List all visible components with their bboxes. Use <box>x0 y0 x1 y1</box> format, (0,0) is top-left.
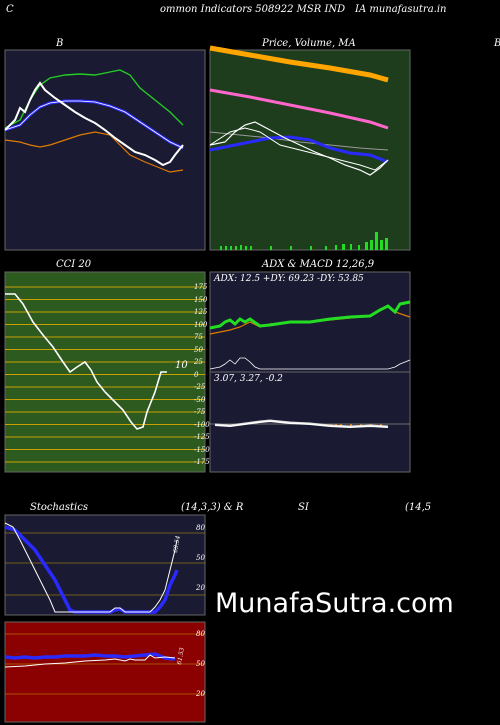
header-right: IA munafasutra.in <box>355 4 447 15</box>
cci-tick-label: 0 <box>194 370 199 379</box>
header-title: ommon Indicators 508922 MSR IND <box>160 4 346 15</box>
cci-panel <box>4 271 206 473</box>
macd-panel <box>209 371 411 473</box>
price-ma-white <box>209 127 389 171</box>
cci-tick-label: -150 <box>194 445 210 454</box>
cci-grid <box>5 286 205 463</box>
bollinger-panel <box>4 49 206 251</box>
macd-line <box>214 419 389 427</box>
price-title: Price, Volume, MA <box>262 38 356 49</box>
cci-tick-label: -75 <box>194 408 206 416</box>
adx-panel <box>209 271 411 373</box>
cci-tick-label: 50 <box>194 345 203 354</box>
adx-white-line <box>209 357 411 370</box>
price-ma-pink <box>209 88 389 130</box>
rsi-white-line <box>4 654 176 668</box>
stoch-tick-50: 50 <box>196 554 205 562</box>
rsi-tick-50: 50 <box>196 660 205 668</box>
price-ma-orange <box>209 45 389 83</box>
bb-title: B <box>56 38 64 49</box>
stoch-tick-20: 20 <box>196 584 205 592</box>
price-panel <box>209 45 411 251</box>
cci-tick-label: -25 <box>194 383 206 391</box>
bb-price-line <box>4 81 184 167</box>
cci-tick-label: -100 <box>194 420 210 429</box>
cci-tick-label: 75 <box>194 333 203 341</box>
bb-mid-band-2 <box>4 100 184 149</box>
price-ma-blue <box>209 135 389 164</box>
rsi-title: SI <box>298 502 309 513</box>
adx-plus-di-line <box>209 300 411 330</box>
rsi-tick-80: 80 <box>196 630 205 638</box>
cci-tick-label: -125 <box>194 433 210 441</box>
stoch-title: Stochastics <box>30 502 88 513</box>
stoch-params: (14,3,3) & R <box>181 502 244 513</box>
stoch-tick-80: 80 <box>196 524 205 532</box>
stoch-d-line <box>4 522 178 613</box>
cci-tick-label: 125 <box>194 308 208 316</box>
cci-tick-label: 100 <box>194 320 208 329</box>
macd-reading: 3.07, 3.27, -0.2 <box>214 374 283 384</box>
rsi-tick-20: 20 <box>196 690 205 698</box>
bb-lower-band <box>4 131 184 173</box>
cci-tick-label: 175 <box>194 283 208 291</box>
macd-signal-line <box>214 419 389 429</box>
watermark: MunafaSutra.com <box>215 588 454 619</box>
cci-tick-label: -50 <box>194 395 206 404</box>
rsi-blue-line <box>4 652 176 661</box>
price-ma-gray <box>209 131 389 151</box>
volume-bars <box>220 232 388 250</box>
bb-right-label: B <box>494 38 500 49</box>
cci-tick-label: 25 <box>194 358 203 366</box>
rsi-panel <box>4 621 206 723</box>
cci-tick-label: -175 <box>194 458 210 466</box>
cci-title: CCI 20 <box>56 259 92 270</box>
rsi-params: (14,5 <box>405 502 432 513</box>
stoch-panel <box>4 514 206 616</box>
header-left: C <box>6 4 14 15</box>
cci-tick-label: 150 <box>194 295 208 304</box>
cci-line <box>5 293 167 430</box>
price-close-line <box>209 121 389 176</box>
adx-reading: ADX: 12.5 +DY: 69.23 -DY: 53.85 <box>214 274 364 284</box>
adx-title: ADX & MACD 12,26,9 <box>262 259 375 270</box>
cci-value-label: 10 <box>175 360 188 371</box>
